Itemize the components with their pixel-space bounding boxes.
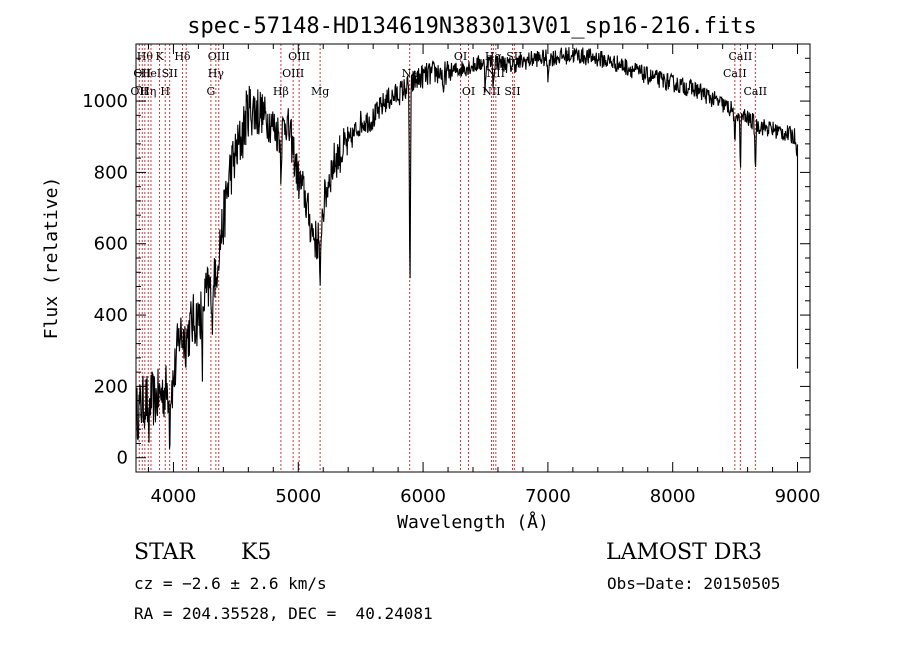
x-axis-label: Wavelength (Å) [397, 511, 549, 533]
x-tick-label: 6000 [400, 486, 446, 507]
line-marker-label: OI [462, 85, 475, 98]
y-tick-label: 600 [94, 234, 128, 255]
spectrum-line [135, 47, 799, 449]
line-marker-label: SII [162, 67, 178, 80]
chart-title: spec-57148-HD134619N383013V01_sp16-216.f… [187, 14, 757, 39]
line-marker-label: OIII [288, 50, 310, 63]
y-axis-label: Flux (relative) [41, 177, 62, 340]
line-marker-label: Mg [311, 85, 329, 98]
line-marker-label: OI [454, 50, 467, 63]
line-marker-label: K [155, 50, 164, 63]
plot-frame [135, 43, 811, 473]
y-tick-label: 1000 [82, 91, 128, 112]
y-tick-label: 400 [94, 305, 128, 326]
spectrum-series [135, 47, 799, 449]
x-tick-label: 7000 [525, 486, 571, 507]
line-markers: OII OII Hθ Hη HeI K H SII Hδ G Hγ OIII Hβ OIII OIII Mg N… [130, 44, 767, 472]
line-marker-label: G [206, 85, 215, 98]
line-marker-label: SII [504, 85, 520, 98]
y-tick-label: 200 [94, 376, 128, 397]
line-marker-label: OIII [208, 50, 230, 63]
line-marker-label: HeI [141, 67, 161, 80]
x-tick-label: 8000 [650, 486, 696, 507]
line-marker-label: Hη [140, 85, 156, 98]
line-marker-label: Hγ [208, 67, 225, 80]
line-marker-label: OIII [282, 67, 304, 80]
y-tick-label: 0 [117, 448, 128, 469]
line-marker-label: Hβ [273, 85, 289, 98]
line-marker-label: CaII [723, 67, 747, 80]
line-marker-label: H [160, 85, 170, 98]
redshift-cz: cz = −2.6 ± 2.6 km/s [134, 574, 327, 593]
x-tick-label: 4000 [151, 486, 197, 507]
line-marker-label: CaII [729, 50, 753, 63]
observation-date: Obs−Date: 20150505 [607, 574, 781, 593]
x-axis-ticks: 4000 5000 6000 7000 8000 9000 [147, 44, 821, 507]
x-tick-label: 5000 [275, 486, 321, 507]
line-marker-label: NII [487, 67, 505, 80]
sky-coordinates: RA = 204.35528, DEC = 40.24081 [134, 604, 433, 623]
y-tick-label: 800 [94, 162, 128, 183]
line-marker-label: Hθ [137, 50, 154, 63]
survey-name: LAMOST DR3 [606, 540, 762, 565]
object-class: STAR [134, 540, 195, 565]
line-marker-label: OII [130, 85, 148, 98]
line-marker-label: CaII [743, 85, 767, 98]
line-marker-label: OII [133, 67, 151, 80]
x-tick-label: 9000 [775, 486, 821, 507]
object-subclass: K5 [241, 540, 272, 565]
y-axis-ticks: 0 200 400 600 800 1000 [82, 43, 810, 473]
line-marker-label: Hδ [174, 50, 191, 63]
